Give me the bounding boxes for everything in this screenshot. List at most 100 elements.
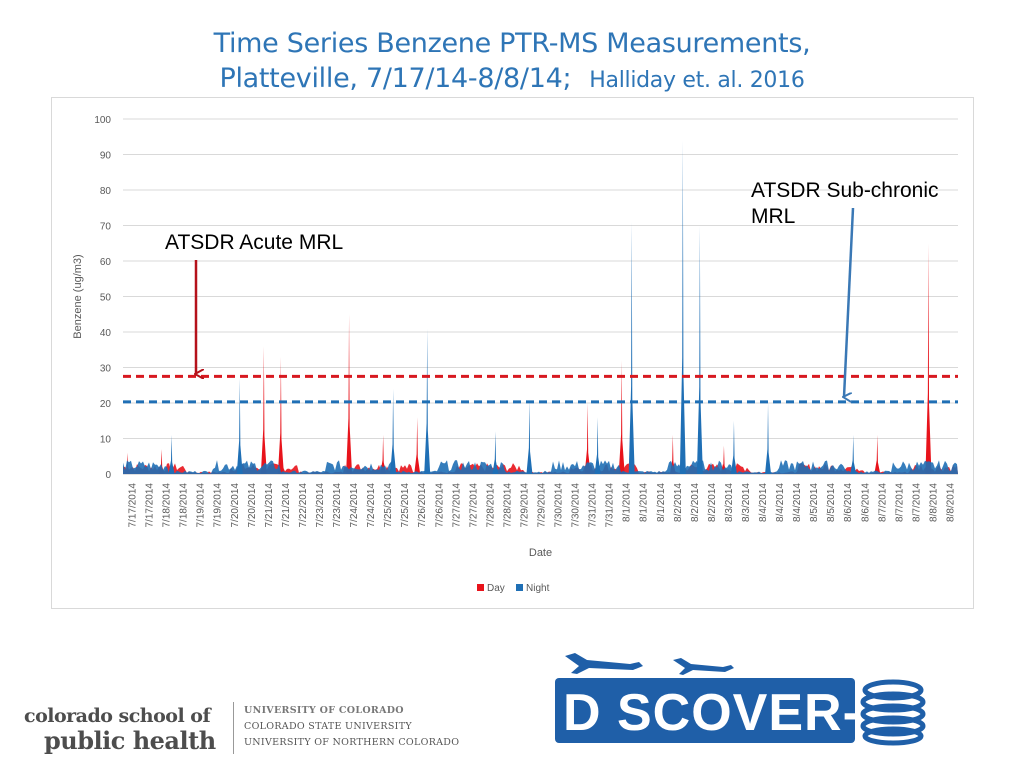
- x-tick-label: 8/1/2014: [656, 483, 667, 522]
- series-day-peak: [669, 434, 676, 474]
- x-tick-label: 8/1/2014: [622, 483, 633, 522]
- citation: Halliday et. al. 2016: [589, 68, 805, 93]
- x-tick-label: 7/31/2014: [605, 483, 616, 528]
- series-night-peak: [236, 378, 243, 474]
- series-day-peak: [720, 445, 727, 474]
- series-night-peak: [628, 222, 635, 474]
- x-tick-label: 7/25/2014: [400, 483, 411, 528]
- x-tick-label: 7/23/2014: [332, 483, 343, 528]
- x-axis-label: Date: [529, 547, 552, 559]
- x-tick-label: 8/4/2014: [758, 483, 769, 522]
- slide-title-line2: Platteville, 7/17/14-8/8/14; Halliday et.…: [0, 63, 1024, 94]
- x-tick-label: 7/28/2014: [502, 483, 513, 528]
- airplane-icon: [673, 658, 734, 675]
- university-list: UNIVERSITY OF COLORADO COLORADO STATE UN…: [244, 703, 459, 751]
- series-day-peak: [277, 356, 284, 474]
- subchronic-mrl-label-line1: ATSDR Sub-chronic: [751, 179, 939, 202]
- discover-aq-logo: D SCOVER-AQ: [555, 653, 930, 746]
- univ-northern-colorado: UNIVERSITY OF NORTHERN COLORADO: [244, 737, 460, 748]
- series-night-peak: [390, 388, 397, 474]
- airplane-icon: [565, 653, 643, 674]
- series-night-peak: [850, 434, 857, 474]
- x-tick-label: 8/2/2014: [707, 483, 718, 522]
- csph-line1: colorado school of: [24, 705, 211, 727]
- x-tick-label: 8/3/2014: [741, 483, 752, 522]
- x-tick-label: 7/30/2014: [571, 483, 582, 528]
- y-tick-label: 0: [105, 470, 111, 481]
- y-axis-label: Benzene (ug/m3): [72, 254, 84, 338]
- x-tick-label: 7/20/2014: [247, 483, 258, 528]
- y-tick-label: 30: [100, 364, 112, 375]
- x-tick-label: 7/19/2014: [196, 483, 207, 528]
- y-tick-label: 100: [94, 115, 111, 126]
- x-tick-label: 7/17/2014: [128, 483, 139, 528]
- x-tick-label: 7/22/2014: [298, 483, 309, 528]
- legend-label-day: Day: [487, 583, 505, 594]
- y-tick-label: 80: [100, 186, 112, 197]
- x-tick-label: 8/8/2014: [945, 483, 956, 522]
- x-tick-label: 8/7/2014: [877, 483, 888, 522]
- x-tick-label: 8/7/2014: [911, 483, 922, 522]
- x-tick-label: 7/19/2014: [213, 483, 224, 528]
- x-tick-label: 7/25/2014: [383, 483, 394, 528]
- acute-mrl-label: ATSDR Acute MRL: [165, 231, 344, 254]
- y-tick-label: 60: [100, 257, 112, 268]
- x-tick-label: 8/3/2014: [724, 483, 735, 522]
- x-tick-label: 7/21/2014: [281, 483, 292, 528]
- series-day-peak: [346, 314, 353, 474]
- slide-title-line1: Time Series Benzene PTR-MS Measurements,: [213, 28, 811, 59]
- series-day-baseline: [123, 463, 958, 474]
- x-tick-label: 7/21/2014: [264, 483, 275, 528]
- x-tick-label: 7/26/2014: [434, 483, 445, 528]
- series-day-peak: [158, 449, 165, 474]
- x-tick-label: 7/27/2014: [451, 483, 462, 528]
- x-tick-label: 8/1/2014: [639, 483, 650, 522]
- x-tick-label: 7/31/2014: [588, 483, 599, 528]
- footer-divider: [233, 702, 234, 754]
- univ-colorado: UNIVERSITY OF COLORADO: [244, 705, 404, 716]
- x-tick-label: 8/7/2014: [894, 483, 905, 522]
- series-day-peak: [618, 360, 625, 474]
- x-tick-label: 8/6/2014: [843, 483, 854, 522]
- y-tick-label: 10: [100, 435, 112, 446]
- y-tick-label: 90: [100, 151, 112, 162]
- legend-label-night: Night: [526, 583, 550, 594]
- x-tick-label: 7/29/2014: [519, 483, 530, 528]
- colorado-school-of-public-health-logo: colorado school of public health: [24, 705, 216, 755]
- series-day-peak: [260, 346, 267, 474]
- series-day-peak: [874, 434, 881, 474]
- x-tick-label: 7/17/2014: [145, 483, 156, 528]
- x-tick-label: 7/23/2014: [315, 483, 326, 528]
- x-tick-label: 7/18/2014: [179, 483, 190, 528]
- x-tick-label: 8/2/2014: [690, 483, 701, 522]
- series-night-peak: [168, 434, 175, 474]
- y-tick-label: 40: [100, 328, 112, 339]
- series-night-peak: [492, 431, 499, 474]
- series-day-peak: [380, 434, 387, 474]
- x-tick-label: 7/27/2014: [468, 483, 479, 528]
- csph-line2: public health: [44, 726, 216, 755]
- series-day-peak: [414, 417, 421, 474]
- x-tick-label: 7/29/2014: [537, 483, 548, 528]
- x-tick-label: 7/26/2014: [417, 483, 428, 528]
- series-night-peak: [526, 399, 533, 474]
- x-tick-label: 7/24/2014: [349, 483, 360, 528]
- x-tick-label: 7/24/2014: [366, 483, 377, 528]
- coil-icon: [860, 679, 926, 746]
- series-night-peak: [594, 417, 601, 474]
- series-night-peak: [696, 225, 703, 474]
- subchronic-mrl-label-line2: MRL: [751, 205, 796, 228]
- series-day-peak: [584, 403, 591, 474]
- x-tick-label: 8/4/2014: [792, 483, 803, 522]
- legend-swatch-day: [477, 584, 484, 591]
- series-day-peak: [925, 243, 932, 474]
- series-night-peak: [730, 420, 737, 474]
- x-tick-label: 8/8/2014: [928, 483, 939, 522]
- x-tick-label: 8/5/2014: [826, 483, 837, 522]
- series-night-peak: [765, 403, 772, 474]
- x-tick-label: 8/2/2014: [673, 483, 684, 522]
- x-tick-label: 8/6/2014: [860, 483, 871, 522]
- univ-colorado-state: COLORADO STATE UNIVERSITY: [244, 721, 412, 732]
- series-night-peak: [679, 140, 686, 475]
- subchronic-mrl-label: ATSDR Sub-chronic MRL: [751, 178, 991, 230]
